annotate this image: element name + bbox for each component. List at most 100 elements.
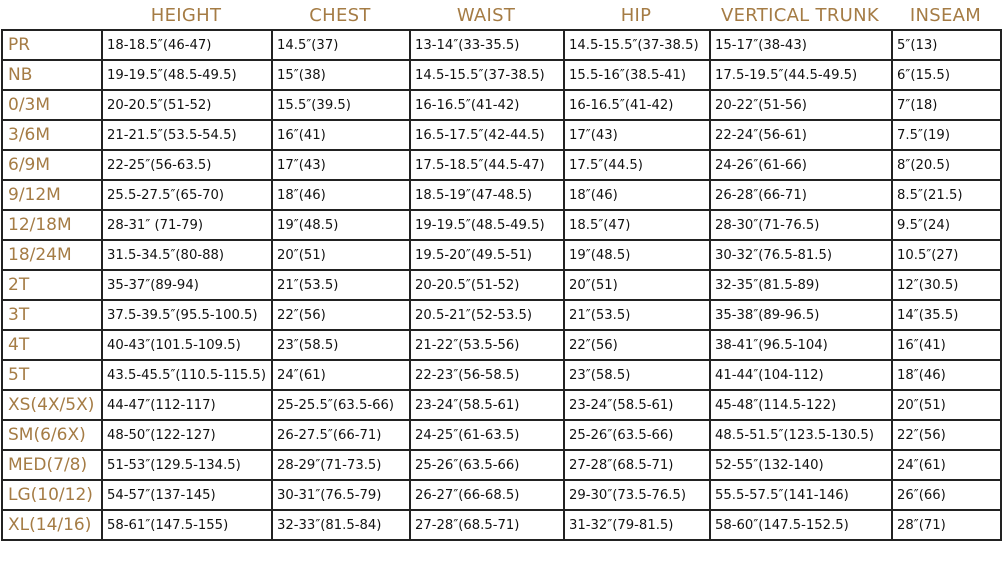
table-row: SM(6/6X) 48-50″(122-127) 26-27.5″(66-71) 24…: [1, 419, 1002, 451]
size-label: MED(7/8): [1, 449, 103, 481]
cell-hip: 19″(48.5): [563, 239, 711, 271]
cell-height: 54-57″(137-145): [101, 479, 273, 511]
size-label: 4T: [1, 329, 103, 361]
table-row: 4T 40-43″(101.5-109.5) 23″(58.5) 21-22″(53.…: [1, 329, 1002, 361]
cell-waist: 20-20.5″(51-52): [409, 269, 565, 301]
table-row: PR 18-18.5″(46-47) 14.5″(37) 13-14″(33-35.5…: [1, 29, 1002, 61]
size-label: 2T: [1, 269, 103, 301]
cell-waist: 27-28″(68.5-71): [409, 509, 565, 541]
cell-inseam: 14″(35.5): [891, 299, 1002, 331]
cell-waist: 22-23″(56-58.5): [409, 359, 565, 391]
cell-height: 18-18.5″(46-47): [101, 29, 273, 61]
cell-chest: 22″(56): [271, 299, 411, 331]
cell-waist: 16.5-17.5″(42-44.5): [409, 119, 565, 151]
table-row: 3/6M 21-21.5″(53.5-54.5) 16″(41) 16.5-17.5″…: [1, 119, 1002, 151]
cell-inseam: 9.5″(24): [891, 209, 1002, 241]
cell-inseam: 12″(30.5): [891, 269, 1002, 301]
table-row: 9/12M 25.5-27.5″(65-70) 18″(46) 18.5-19″(47…: [1, 179, 1002, 211]
column-header-label: [0, 0, 101, 29]
cell-height: 25.5-27.5″(65-70): [101, 179, 273, 211]
cell-hip: 20″(51): [563, 269, 711, 301]
cell-vertical-trunk: 52-55″(132-140): [709, 449, 893, 481]
cell-chest: 18″(46): [271, 179, 411, 211]
cell-hip: 27-28″(68.5-71): [563, 449, 711, 481]
column-header-hip: HIP: [620, 5, 652, 26]
cell-vertical-trunk: 55.5-57.5″(141-146): [709, 479, 893, 511]
cell-hip: 25-26″(63.5-66): [563, 419, 711, 451]
column-header-waist: WAIST: [456, 5, 516, 26]
cell-chest: 23″(58.5): [271, 329, 411, 361]
cell-chest: 24″(61): [271, 359, 411, 391]
cell-inseam: 22″(56): [891, 419, 1002, 451]
cell-vertical-trunk: 45-48″(114.5-122): [709, 389, 893, 421]
cell-inseam: 7.5″(19): [891, 119, 1002, 151]
cell-hip: 18″(46): [563, 179, 711, 211]
cell-waist: 23-24″(58.5-61): [409, 389, 565, 421]
cell-inseam: 24″(61): [891, 449, 1002, 481]
size-chart-table: PR 18-18.5″(46-47) 14.5″(37) 13-14″(33-35.5…: [1, 29, 1002, 541]
cell-vertical-trunk: 41-44″(104-112): [709, 359, 893, 391]
cell-height: 31.5-34.5″(80-88): [101, 239, 273, 271]
table-row: 5T 43.5-45.5″(110.5-115.5) 24″(61) 22-23″(5…: [1, 359, 1002, 391]
cell-height: 51-53″(129.5-134.5): [101, 449, 273, 481]
table-row: XS(4X/5X) 44-47″(112-117) 25-25.5″(63.5-66…: [1, 389, 1002, 421]
cell-waist: 24-25″(61-63.5): [409, 419, 565, 451]
cell-height: 48-50″(122-127): [101, 419, 273, 451]
size-label: 9/12M: [1, 179, 103, 211]
cell-inseam: 26″(66): [891, 479, 1002, 511]
cell-waist: 16-16.5″(41-42): [409, 89, 565, 121]
cell-height: 28-31″ (71-79): [101, 209, 273, 241]
cell-waist: 14.5-15.5″(37-38.5): [409, 59, 565, 91]
table-row: LG(10/12) 54-57″(137-145) 30-31″(76.5-79) 2…: [1, 479, 1002, 511]
cell-inseam: 8″(20.5): [891, 149, 1002, 181]
cell-vertical-trunk: 58-60″(147.5-152.5): [709, 509, 893, 541]
cell-hip: 23″(58.5): [563, 359, 711, 391]
cell-vertical-trunk: 20-22″(51-56): [709, 89, 893, 121]
cell-waist: 13-14″(33-35.5): [409, 29, 565, 61]
cell-height: 19-19.5″(48.5-49.5): [101, 59, 273, 91]
cell-chest: 15″(38): [271, 59, 411, 91]
cell-height: 43.5-45.5″(110.5-115.5): [101, 359, 273, 391]
cell-waist: 19.5-20″(49.5-51): [409, 239, 565, 271]
cell-vertical-trunk: 26-28″(66-71): [709, 179, 893, 211]
cell-chest: 30-31″(76.5-79): [271, 479, 411, 511]
size-label: 3T: [1, 299, 103, 331]
cell-hip: 18.5″(47): [563, 209, 711, 241]
size-label: 0/3M: [1, 89, 103, 121]
size-label: 5T: [1, 359, 103, 391]
cell-vertical-trunk: 35-38″(89-96.5): [709, 299, 893, 331]
cell-vertical-trunk: 48.5-51.5″(123.5-130.5): [709, 419, 893, 451]
cell-chest: 21″(53.5): [271, 269, 411, 301]
cell-vertical-trunk: 38-41″(96.5-104): [709, 329, 893, 361]
cell-chest: 32-33″(81.5-84): [271, 509, 411, 541]
cell-hip: 17″(43): [563, 119, 711, 151]
column-header-inseam: INSEAM: [909, 5, 982, 26]
cell-height: 44-47″(112-117): [101, 389, 273, 421]
size-label: PR: [1, 29, 103, 61]
cell-height: 35-37″(89-94): [101, 269, 273, 301]
cell-waist: 19-19.5″(48.5-49.5): [409, 209, 565, 241]
cell-chest: 25-25.5″(63.5-66): [271, 389, 411, 421]
size-label: LG(10/12): [1, 479, 103, 511]
column-header-height: HEIGHT: [150, 5, 222, 26]
cell-chest: 20″(51): [271, 239, 411, 271]
size-label: XS(4X/5X): [1, 389, 103, 421]
table-row: 18/24M 31.5-34.5″(80-88) 20″(51) 19.5-20″(4…: [1, 239, 1002, 271]
table-row: 3T 37.5-39.5″(95.5-100.5) 22″(56) 20.5-21″(…: [1, 299, 1002, 331]
cell-vertical-trunk: 28-30″(71-76.5): [709, 209, 893, 241]
cell-vertical-trunk: 15-17″(38-43): [709, 29, 893, 61]
cell-hip: 31-32″(79-81.5): [563, 509, 711, 541]
table-row: 2T 35-37″(89-94) 21″(53.5) 20-20.5″(51-52) 2…: [1, 269, 1002, 301]
column-header-row: HEIGHT CHEST WAIST HIP VERTICAL TRUNK INSEAM: [0, 0, 1000, 29]
table-row: NB 19-19.5″(48.5-49.5) 15″(38) 14.5-15.5″(3…: [1, 59, 1002, 91]
cell-chest: 16″(41): [271, 119, 411, 151]
cell-waist: 25-26″(63.5-66): [409, 449, 565, 481]
cell-waist: 17.5-18.5″(44.5-47): [409, 149, 565, 181]
cell-hip: 21″(53.5): [563, 299, 711, 331]
size-label: XL(14/16): [1, 509, 103, 541]
cell-height: 58-61″(147.5-155): [101, 509, 273, 541]
cell-hip: 29-30″(73.5-76.5): [563, 479, 711, 511]
table-row: MED(7/8) 51-53″(129.5-134.5) 28-29″(71-73.…: [1, 449, 1002, 481]
size-label: 18/24M: [1, 239, 103, 271]
table-row: 12/18M 28-31″ (71-79) 19″(48.5) 19-19.5″(48…: [1, 209, 1002, 241]
